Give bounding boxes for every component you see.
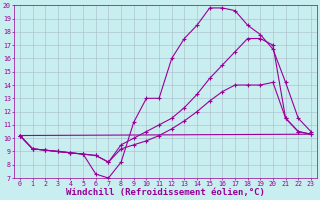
X-axis label: Windchill (Refroidissement éolien,°C): Windchill (Refroidissement éolien,°C) bbox=[66, 188, 265, 197]
